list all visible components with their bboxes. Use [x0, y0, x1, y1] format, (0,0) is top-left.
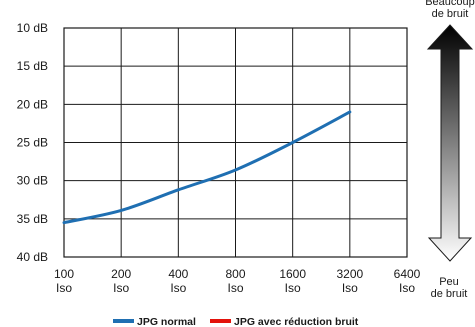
legend-label-jpg-normal: JPG normal — [137, 316, 196, 327]
arrow-top-label-line2: de bruit — [432, 8, 469, 20]
x-tick-unit: Iso — [285, 281, 301, 295]
x-tick-unit: Iso — [342, 281, 358, 295]
y-tick-label: 25 dB — [17, 136, 48, 150]
x-tick-value: 1600 — [279, 267, 306, 281]
series-line-0 — [62, 110, 352, 225]
plot-frame — [63, 27, 408, 258]
arrow-bottom-label-line2: de bruit — [431, 288, 468, 300]
y-tick-label: 40 dB — [17, 250, 48, 264]
arrow-shape — [426, 24, 474, 262]
legend: JPG normal JPG avec réduction bruit — [113, 316, 359, 327]
x-tick-unit: Iso — [170, 281, 186, 295]
x-tick-value: 400 — [168, 267, 188, 281]
arrow-bottom-label-line1: Peu — [439, 276, 459, 288]
x-tick-value: 200 — [111, 267, 131, 281]
y-tick-label: 20 dB — [17, 97, 48, 111]
y-axis: 10 dB 15 dB 20 dB 25 dB 30 dB 35 dB 40 dB — [17, 21, 48, 264]
arrow-top-label-line1: Beaucoup — [425, 0, 475, 8]
series-lines — [62, 110, 352, 225]
legend-label-jpg-noise-reduction: JPG avec réduction bruit — [234, 316, 359, 327]
x-tick-unit: Iso — [113, 281, 129, 295]
x-tick-value: 6400 — [394, 267, 421, 281]
grid — [64, 28, 407, 257]
x-tick-unit: Iso — [227, 281, 243, 295]
x-tick-value: 800 — [225, 267, 245, 281]
x-tick-unit: Iso — [399, 281, 415, 295]
x-tick-value: 100 — [54, 267, 74, 281]
noise-scale-arrow: Beaucoup de bruit Peu de bruit — [425, 0, 475, 300]
x-tick-unit: Iso — [56, 281, 72, 295]
y-tick-label: 10 dB — [17, 21, 48, 35]
x-tick-value: 3200 — [336, 267, 363, 281]
legend-swatch-jpg-noise-reduction — [210, 319, 231, 323]
y-tick-label: 30 dB — [17, 174, 48, 188]
y-tick-label: 15 dB — [17, 59, 48, 73]
legend-swatch-jpg-normal — [113, 319, 134, 323]
y-tick-label: 35 dB — [17, 212, 48, 226]
x-axis: 100Iso200Iso400Iso800Iso1600Iso3200Iso64… — [54, 267, 421, 295]
